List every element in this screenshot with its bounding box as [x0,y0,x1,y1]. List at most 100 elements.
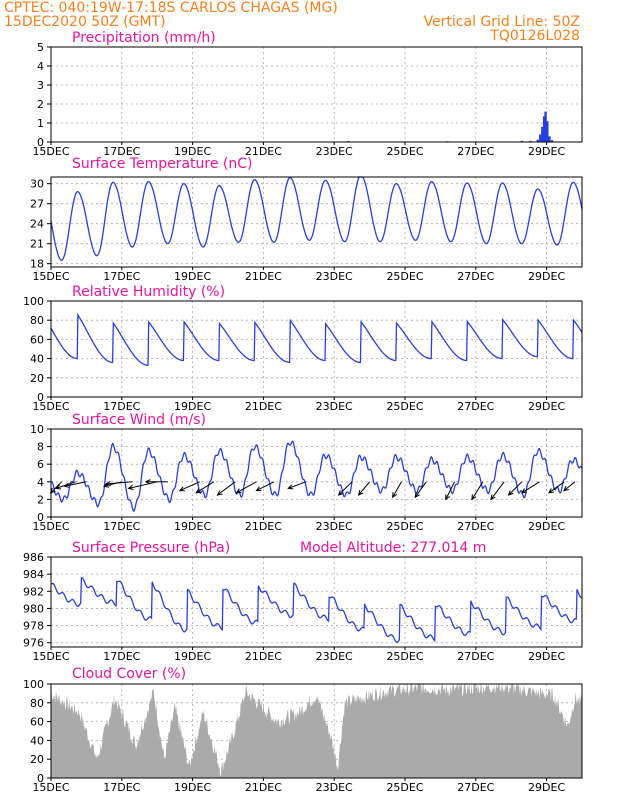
header-grid-note: Vertical Grid Line: 50Z [424,14,580,30]
x-tick-label: 27DEC [457,781,494,794]
wind-arrowhead [54,484,62,490]
wind-arrowhead [255,486,262,492]
pressure-panel: Surface Pressure (hPa) Model Altitude: 2… [23,540,583,663]
y-tick-label: 982 [23,585,44,598]
wind-vector [358,481,370,496]
wind-vector [105,481,133,485]
precip-bar [546,121,549,142]
y-tick-label: 978 [23,620,44,633]
y-tick-label: 60 [30,333,44,346]
y-tick-label: 10 [30,423,44,436]
precip-bar [541,126,544,142]
precip-bar [529,140,532,142]
x-tick-label: 25DEC [386,781,423,794]
header-model: TQ0126L028 [489,28,580,44]
temperature-panel: Surface Temperature (nC) 15DEC 17DEC 19DEC… [30,156,583,283]
x-tick-label: 17DEC [103,400,140,413]
wind-arrowhead [195,488,202,494]
x-tick-label: 29DEC [528,145,565,158]
x-tick-label: 17DEC [103,650,140,663]
wind-vector [217,481,236,496]
y-tick-label: 60 [30,716,44,729]
y-tick-label: 2 [37,493,44,506]
x-tick-label: 25DEC [386,400,423,413]
cloud-cover-panel: Cloud Cover (%) 15DEC 17DEC 19DEC 21DEC 23DE… [23,666,583,794]
series-line [50,440,583,513]
x-tick-label: 21DEC [245,400,282,413]
y-tick-label: 100 [23,295,44,308]
wind-arrowhead [547,488,554,494]
x-tick-label: 17DEC [103,520,140,533]
y-tick-label: 980 [23,602,44,615]
wind-title: Surface Wind (m/s) [72,412,206,428]
precipitation-title: Precipitation (mm/h) [72,30,216,46]
precipitation-panel: Precipitation (mm/h) 15DEC 17DEC 19DEC 21DE… [32,30,583,158]
y-tick-label: 80 [30,697,44,710]
x-tick-label: 17DEC [103,270,140,283]
x-tick-label: 25DEC [386,270,423,283]
x-tick-label: 19DEC [174,650,211,663]
x-tick-label: 19DEC [174,520,211,533]
x-tick-label: 15DEC [32,145,69,158]
x-tick-label: 17DEC [103,781,140,794]
x-tick-label: 21DEC [245,781,282,794]
wind-vector [471,481,484,500]
wind-vector [288,481,307,489]
wind-vector [64,481,87,487]
wind-arrowhead [337,490,344,496]
x-tick-label: 15DEC [32,400,69,413]
humidity-panel: Relative Humidity (%) 15DEC 17DEC 19DEC 21D… [23,284,583,413]
precip-bar [548,136,551,142]
wind-vector [414,481,427,498]
precip-bar [520,140,524,142]
y-tick-label: 1 [37,117,44,130]
wind-arrowhead [287,484,294,490]
x-tick-label: 15DEC [32,650,69,663]
y-tick-label: 0 [37,772,44,785]
cloud-cover-title: Cloud Cover (%) [72,666,186,682]
humidity-title: Relative Humidity (%) [72,284,225,300]
precip-bar [550,140,554,142]
wind-arrowhead [392,492,398,499]
precip-bar [539,134,542,142]
y-tick-label: 986 [23,551,44,564]
x-tick-label: 15DEC [32,520,69,533]
x-tick-label: 23DEC [316,781,353,794]
wind-vector [179,481,200,492]
series-line [50,577,582,643]
y-tick-label: 21 [30,238,44,251]
wind-arrowhead [490,494,496,501]
x-tick-label: 25DEC [386,145,423,158]
pressure-title: Surface Pressure (hPa) [72,540,230,556]
y-tick-label: 8 [37,441,44,454]
cloud-cover-area [51,684,582,778]
wind-arrowhead [104,481,111,487]
y-tick-label: 0 [37,391,44,404]
x-tick-label: 23DEC [316,270,353,283]
y-tick-label: 6 [37,458,44,471]
x-tick-label: 23DEC [316,145,353,158]
x-tick-label: 15DEC [32,270,69,283]
panel-frame [50,176,583,268]
wind-arrowhead [471,494,477,501]
x-tick-label: 29DEC [528,650,565,663]
y-tick-label: 20 [30,753,44,766]
x-tick-label: 27DEC [457,400,494,413]
y-tick-label: 5 [37,41,44,54]
x-tick-label: 29DEC [528,520,565,533]
wind-arrowhead [216,490,223,496]
x-tick-label: 19DEC [174,145,211,158]
x-tick-label: 21DEC [245,145,282,158]
header-date: 15DEC2020 50Z (GMT) [4,14,166,30]
panel-frame [50,428,583,518]
x-tick-label: 23DEC [316,650,353,663]
wind-vector [50,481,62,494]
x-tick-label: 29DEC [528,781,565,794]
x-tick-label: 21DEC [245,520,282,533]
wind-arrowhead [414,492,420,499]
x-tick-label: 27DEC [457,520,494,533]
wind-vector [490,481,505,500]
header-station: CPTEC: 040:19W-17:18S CARLOS CHAGAS (MG) [4,0,338,16]
wind-vector [521,481,540,494]
